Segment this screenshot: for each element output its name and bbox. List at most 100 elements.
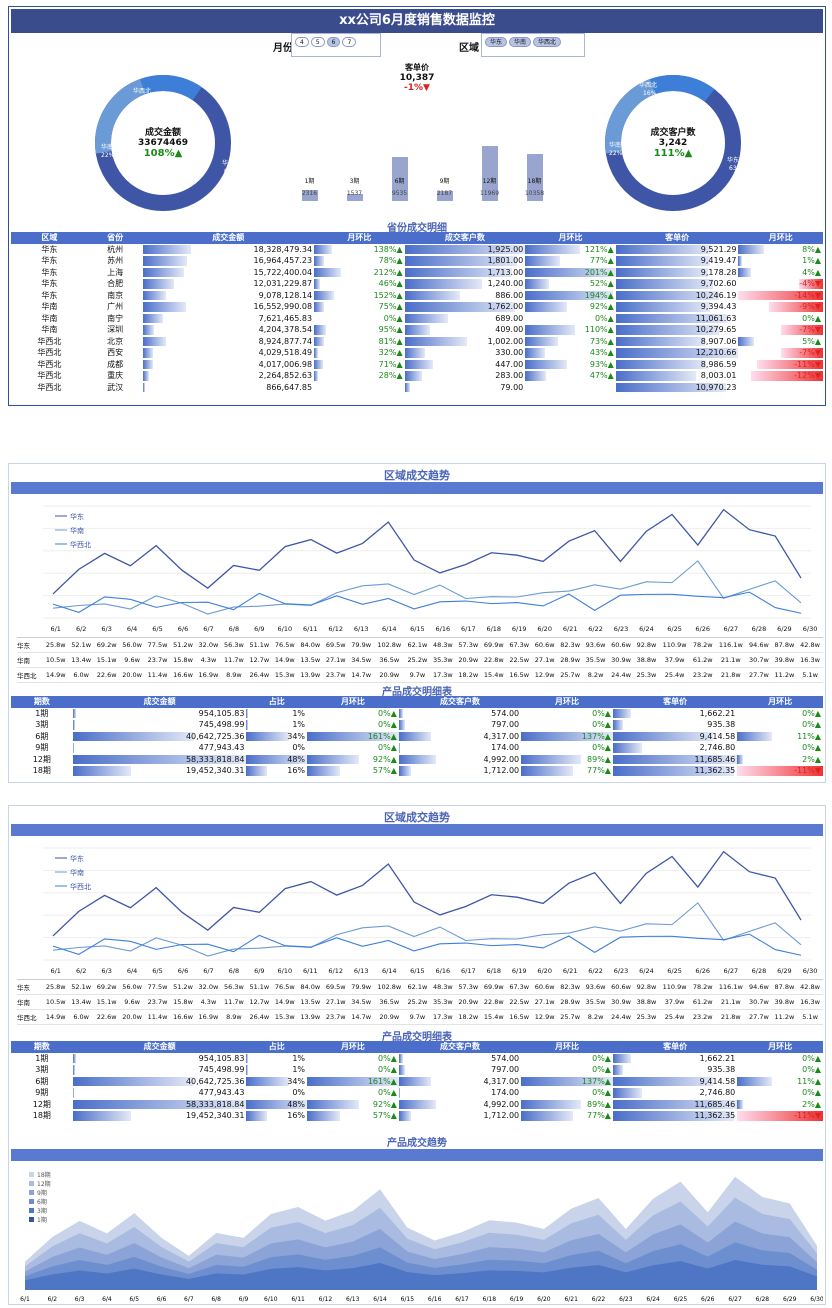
month-option[interactable]: 4	[295, 37, 309, 47]
legend-swatch	[29, 1172, 34, 1177]
trend-value: 26.4w	[246, 667, 273, 683]
svg-text:16%: 16%	[643, 90, 657, 97]
table-row: 18期 19,452,340.31 16% 57%▲ 1,712.00 77%▲ 11,36…	[32, 766, 823, 776]
trend-value: 23.7w	[322, 1009, 349, 1025]
region-option[interactable]: 华西北	[533, 37, 562, 47]
trend-value: 110.9w	[659, 637, 690, 653]
trend-value: 84.0w	[297, 637, 323, 653]
date-label: 6/16	[430, 964, 456, 980]
trend-value: 12.9w	[531, 1009, 558, 1025]
trend-row: 华西北 14.9w 6.0w 22.6w 20.0w 11.4w 16.6w 16.9w 8.9…	[17, 667, 823, 683]
trend-value: 13.4w	[68, 994, 94, 1010]
trend-value: 11.7w	[221, 652, 247, 668]
month-option-selected[interactable]: 6	[326, 37, 341, 47]
trend-value: 78.2w	[689, 637, 716, 653]
trend-value: 27.7w	[746, 667, 772, 683]
table-row: 华西北 成都 4,017,006.98 71%▲ 447.00 93%▲ 8,986.59-…	[37, 359, 823, 369]
date-label: 6/7	[195, 964, 222, 980]
trend-value: 11.2w	[771, 1009, 798, 1025]
date-label: 6/27	[715, 622, 747, 638]
series-line-华西北	[52, 591, 802, 614]
date-label: 6/21	[557, 964, 583, 980]
month-option[interactable]: 7	[342, 37, 357, 47]
date-label: 6/5	[144, 622, 171, 638]
donut-label-huadong-pct: 63%	[224, 168, 238, 175]
trend-value: 9.6w	[119, 994, 145, 1010]
date-label: 6/24	[646, 1296, 660, 1303]
trend-value: 77.5w	[144, 637, 171, 653]
trend-value: 22.8w	[481, 652, 507, 668]
date-label: 6/4	[119, 622, 145, 638]
date-label: 6/14	[373, 1296, 387, 1303]
column-header: 月环比	[307, 696, 399, 708]
trend-value: 8.9w	[221, 1009, 247, 1025]
svg-text:华西北: 华西北	[639, 81, 657, 89]
table-row: 华南 深圳 4,204,378.54 95%▲ 409.00 110%▲ 10,279.65…	[41, 325, 823, 335]
period-value: 2316	[301, 190, 318, 197]
date-label: 6/10	[272, 964, 298, 980]
trend-value: 35.5w	[582, 652, 609, 668]
region-option[interactable]: 华东	[485, 37, 508, 47]
legend-label: 华西北	[70, 540, 91, 549]
trend-value: 25.3w	[633, 667, 660, 683]
table-row: 华西北 重庆 2,264,852.63 28%▲ 283.00 47%▲ 8,003.01-…	[37, 371, 823, 381]
region-option[interactable]: 华南	[509, 37, 532, 47]
column-header: 客单价	[612, 1041, 738, 1053]
date-label: 6/26	[689, 622, 716, 638]
date-label: 6/10	[264, 1296, 278, 1303]
column-header: 客单价	[612, 696, 738, 708]
date-label: 6/25	[674, 1296, 688, 1303]
trend-value: 11.2w	[771, 667, 798, 683]
trend-value: 22.8w	[481, 994, 507, 1010]
period-value: 9535	[391, 190, 408, 197]
trend-value: 16.3w	[797, 994, 823, 1010]
date-label: 6/25	[659, 964, 690, 980]
trend-value: 28.9w	[557, 652, 583, 668]
trend-value: 69.5w	[322, 979, 349, 995]
trend-value: 69.9w	[481, 979, 507, 995]
trend-value: 56.3w	[221, 637, 247, 653]
legend-label: 华西北	[70, 882, 91, 891]
period-bar	[301, 190, 318, 201]
trend-value: 17.3w	[430, 1009, 456, 1025]
date-label: 6/14	[373, 622, 405, 638]
column-header: 占比	[246, 1041, 308, 1053]
series-line-华东	[52, 508, 802, 595]
trend-value: 94.6w	[746, 637, 772, 653]
trend-value: 23.7w	[322, 667, 349, 683]
table-row: 1期 954,105.83 1% 0%▲ 574.00 0%▲ 1,662.21 0%▲	[35, 708, 821, 718]
trend-value: 62.1w	[404, 979, 431, 995]
trend-value: 69.9w	[481, 637, 507, 653]
column-header: 月环比	[521, 1041, 613, 1053]
table-row: 华南 南宁 7,621,465.83 0%▲ 689.00 0%▲ 11,061.63 0%▲	[41, 313, 821, 323]
table-row: 华西北 西安 4,029,518.49 32%▲ 330.00 43%▲ 12,210.66…	[37, 348, 823, 358]
date-label: 6/28	[756, 1296, 770, 1303]
trend-value: 48.3w	[430, 637, 456, 653]
trend-value: 20.0w	[119, 667, 145, 683]
trend-value: 52.1w	[68, 979, 94, 995]
legend-swatch	[29, 1181, 34, 1186]
legend-swatch	[29, 1217, 34, 1222]
trend-value: 61.2w	[689, 994, 716, 1010]
month-option[interactable]: 5	[310, 37, 325, 47]
customers-donut-chart: 华东 63% 华南 22% 华西北 16%	[605, 75, 743, 211]
legend-label: 华东	[70, 854, 84, 863]
date-label: 6/9	[246, 622, 273, 638]
date-label: 6/22	[582, 964, 609, 980]
price-kpi: 客单价 10,387 -1%▼	[367, 62, 467, 93]
period-bar	[526, 153, 543, 201]
trend-value: 16.6w	[170, 667, 196, 683]
trend-value: 116.1w	[715, 637, 747, 653]
table-row: 华东 合肥 12,031,229.87 46%▲ 1,240.00 52%▲ 9,702.6…	[41, 279, 823, 289]
trend-value: 14.7w	[348, 667, 374, 683]
date-label: 6/7	[195, 622, 222, 638]
trend-value: 15.8w	[170, 994, 196, 1010]
period-value: 11969	[479, 190, 500, 197]
trend-value: 6.0w	[68, 1009, 94, 1025]
trend-value: 16.5w	[506, 667, 532, 683]
trend-value: 8.9w	[221, 667, 247, 683]
trend-value: 82.3w	[557, 979, 583, 995]
period-value: 1537	[346, 190, 363, 197]
date-label: 6/21	[557, 622, 583, 638]
